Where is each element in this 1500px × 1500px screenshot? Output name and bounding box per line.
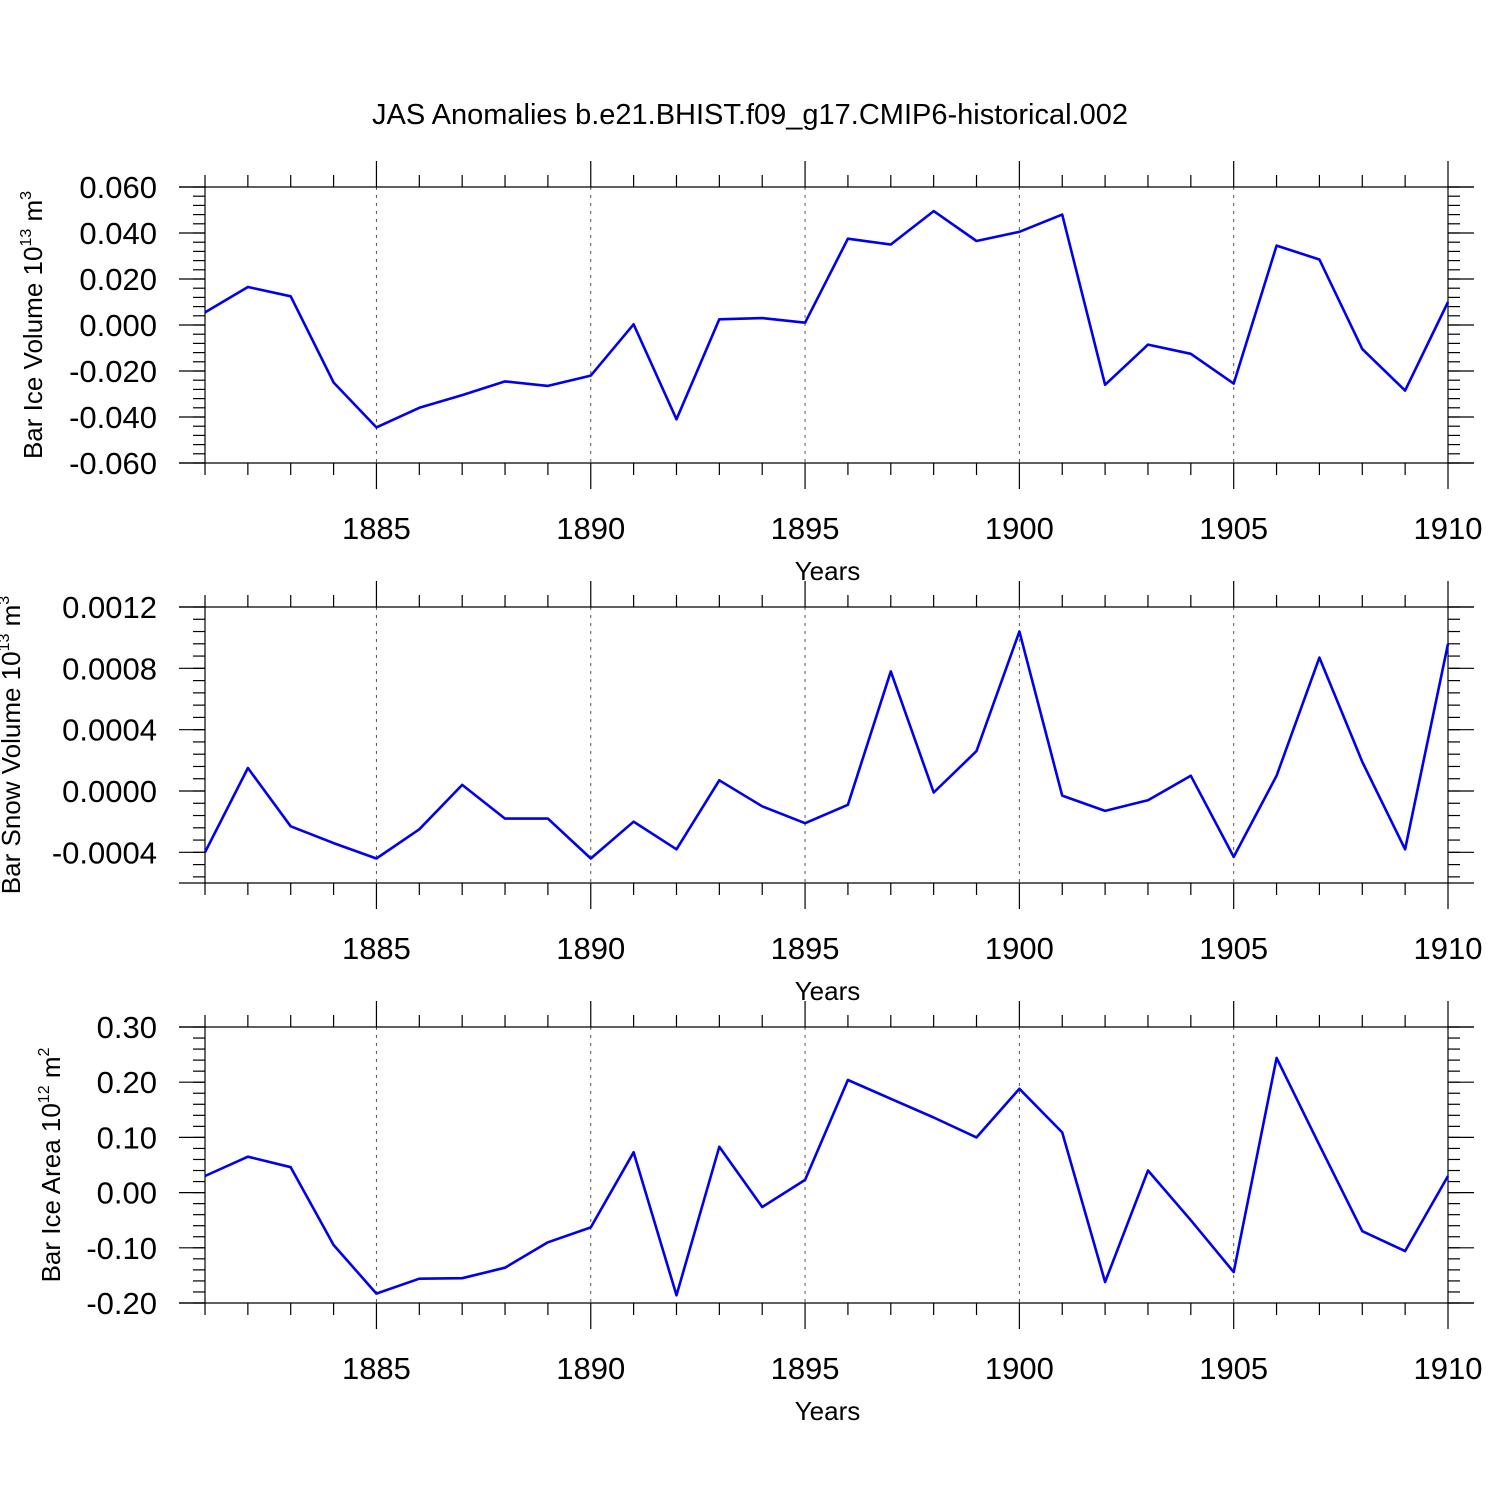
y-tick-label: 0.040	[79, 216, 157, 251]
y-tick-label: 0.0012	[62, 590, 157, 625]
panel-1: -0.060 -0.040 -0.020 0.000 0.020 0.040 0.060 18…	[18, 161, 1482, 586]
y-tick-label: -0.0004	[52, 835, 157, 870]
y-axis-label: Bar Ice Area 1012 m2	[36, 1047, 66, 1282]
x-tick-label: 1890	[556, 931, 625, 966]
y-tick-label: 0.020	[79, 262, 157, 297]
y-tick-label: 0.0004	[62, 713, 157, 748]
y-axis-label-superscript: 12	[36, 1085, 53, 1103]
series-line	[203, 630, 1450, 860]
x-tick-label: 1905	[1199, 511, 1268, 546]
chart-title: JAS Anomalies b.e21.BHIST.f09_g17.CMIP6-…	[372, 99, 1128, 131]
x-tick-label: 1895	[771, 931, 840, 966]
y-axis-label-part: Bar Snow Volume 10	[0, 651, 26, 894]
y-tick-label: 0.0000	[62, 774, 157, 809]
x-tick-label: 1895	[771, 1351, 840, 1386]
x-tick-label: 1890	[556, 1351, 625, 1386]
x-axis-label: Years	[795, 1396, 861, 1426]
x-tick-label: 1890	[556, 511, 625, 546]
y-tick-label: 0.000	[79, 308, 157, 343]
y-tick-label: -0.060	[69, 446, 157, 481]
x-tick-label: 1885	[342, 1351, 411, 1386]
y-axis-label: Bar Snow Volume 1013 m3	[0, 596, 26, 895]
y-tick-label: -0.020	[69, 354, 157, 389]
y-tick-label: 0.00	[97, 1176, 157, 1211]
x-tick-label: 1910	[1414, 1351, 1483, 1386]
x-tick-label: 1910	[1414, 931, 1483, 966]
x-tick-label: 1885	[342, 511, 411, 546]
series-line	[204, 209, 1450, 429]
y-tick-label: -0.040	[69, 400, 157, 435]
y-tick-label: 0.0008	[62, 651, 157, 686]
y-tick-label: 0.10	[97, 1120, 157, 1155]
y-axis-label-superscript: 3	[0, 596, 13, 605]
y-axis-label-superscript: 13	[0, 633, 13, 651]
y-tick-label: 0.060	[79, 170, 157, 205]
y-tick-label: -0.20	[86, 1286, 157, 1321]
panel-2: -0.0004 0.0000 0.0004 0.0008 0.0012 1885 1890 1…	[0, 581, 1482, 1006]
x-tick-label: 1900	[985, 931, 1054, 966]
y-axis-label-part: m	[36, 1056, 66, 1085]
y-tick-label: 0.20	[97, 1065, 157, 1100]
y-axis-label: Bar Ice Volume 1013 m3	[18, 191, 48, 459]
panel-3: -0.20 -0.10 0.00 0.10 0.20 0.30 1885 1890 1895 19…	[36, 1001, 1482, 1426]
y-axis-label-part: m	[0, 605, 26, 634]
y-axis-label-part: m	[18, 200, 48, 229]
x-tick-label: 1910	[1414, 511, 1483, 546]
y-tick-label: -0.10	[86, 1231, 157, 1266]
y-axis-label-superscript: 3	[18, 191, 35, 200]
panels: -0.060 -0.040 -0.020 0.000 0.020 0.040 0.060 18…	[0, 161, 1482, 1426]
series-line	[204, 1056, 1450, 1297]
y-axis-label-superscript: 13	[18, 229, 35, 247]
y-axis-label-part: Bar Ice Volume 10	[18, 247, 48, 459]
x-tick-label: 1900	[985, 1351, 1054, 1386]
x-tick-label: 1905	[1199, 931, 1268, 966]
x-tick-label: 1885	[342, 931, 411, 966]
y-tick-label: 0.30	[97, 1010, 157, 1045]
x-tick-label: 1895	[771, 511, 840, 546]
x-tick-label: 1900	[985, 511, 1054, 546]
y-axis-label-part: Bar Ice Area 10	[36, 1103, 66, 1282]
y-axis-label-superscript: 2	[36, 1047, 53, 1056]
x-tick-label: 1905	[1199, 1351, 1268, 1386]
